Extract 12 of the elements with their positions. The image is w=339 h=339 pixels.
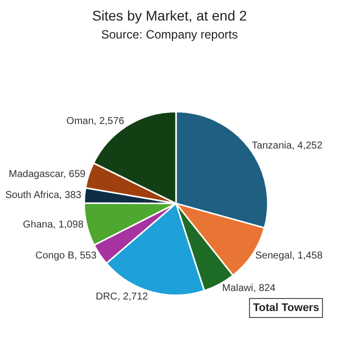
slice-label: Tanzania, 4,252 [252, 140, 323, 152]
slice-label: DRC, 2,712 [96, 291, 148, 302]
slice-label: Senegal, 1,458 [255, 250, 323, 262]
slice-label: Madagascar, 659 [8, 169, 86, 180]
chart-subtitle: Source: Company reports [101, 28, 238, 42]
slice-label: South Africa, 383 [5, 190, 82, 201]
slice-label: Oman, 2,576 [66, 116, 125, 128]
slice-label: Ghana, 1,098 [22, 219, 84, 230]
slice-label: Malawi, 824 [222, 283, 276, 294]
text: Total Towers [253, 302, 320, 314]
chart-title: Sites by Market, at end 2 [92, 7, 248, 24]
slice-label: Congo B, 553 [35, 250, 97, 262]
